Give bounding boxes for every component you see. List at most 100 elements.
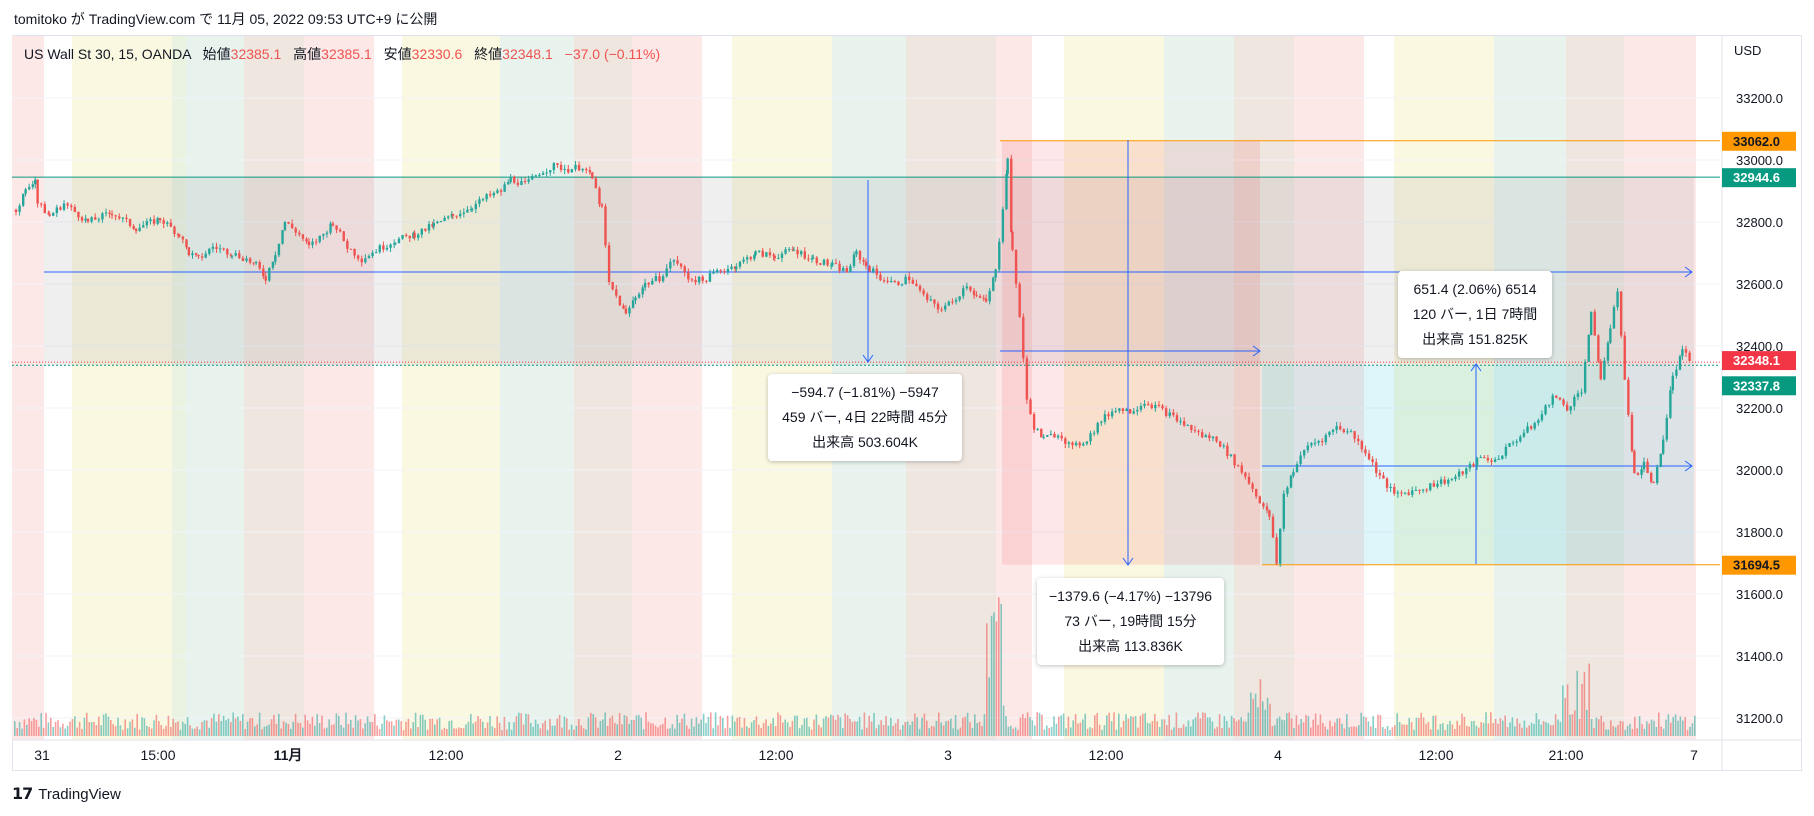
volume-bar: [662, 723, 664, 736]
volume-bar: [606, 725, 609, 736]
candle-body: [1375, 462, 1378, 473]
volume-bar: [669, 728, 671, 736]
volume-bar: [21, 728, 23, 736]
volume-bar: [1437, 729, 1439, 736]
candle-body: [1669, 390, 1672, 418]
volume-bar: [143, 718, 146, 736]
volume-bar: [1665, 719, 1667, 736]
volume-bar: [386, 720, 388, 736]
volume-bar: [174, 722, 177, 736]
volume-bar: [1636, 728, 1638, 736]
volume-bar: [940, 722, 942, 736]
candle-body: [654, 276, 658, 281]
volume-bar: [1446, 724, 1449, 736]
candle-body: [1150, 404, 1153, 409]
arrow-v-3-head: [1470, 363, 1482, 372]
candle-body: [1074, 442, 1078, 446]
volume-bar: [398, 719, 400, 736]
candle-body: [1071, 442, 1074, 446]
volume-bar: [890, 717, 892, 736]
volume-bar: [628, 723, 630, 736]
measurement-1-change: −594.7 (−1.81%) −5947: [791, 384, 939, 400]
candle-body: [1046, 435, 1049, 437]
volume-bar: [789, 726, 791, 736]
volume-bar: [930, 725, 933, 736]
symbol-name[interactable]: US Wall St 30, 15, OANDA: [24, 46, 191, 62]
measurement-box-3[interactable]: 651.4 (2.06%) 6514 120 バー, 1日 7時間 出来高 15…: [1398, 271, 1552, 358]
volume-bar: [1012, 728, 1014, 736]
candle-body: [1085, 441, 1089, 444]
volume-bar: [1631, 728, 1634, 736]
volume-bar: [861, 729, 863, 736]
volume-bar: [904, 722, 906, 736]
volume-bar: [35, 719, 38, 736]
volume-bar: [1091, 728, 1094, 736]
volume-bar: [316, 714, 318, 736]
volume-bar: [410, 728, 412, 736]
volume-bar: [714, 712, 717, 736]
volume-bar: [150, 728, 153, 736]
volume-bar: [753, 720, 755, 736]
candle-body: [489, 194, 492, 196]
volume-bar: [1593, 728, 1595, 736]
volume-bar: [422, 714, 424, 736]
volume-bar: [897, 718, 899, 736]
candle-body: [1526, 426, 1529, 433]
volume-bar: [1204, 712, 1206, 736]
volume-bar: [1576, 670, 1578, 736]
candle-body: [637, 294, 641, 298]
volume-bar: [1130, 716, 1132, 736]
volume-bar: [1043, 729, 1046, 736]
candle-body: [492, 192, 496, 196]
candle-body: [1646, 461, 1649, 473]
candle-body: [1146, 403, 1150, 405]
volume-bar: [546, 729, 549, 736]
candle-body: [1103, 414, 1107, 422]
volume-bar: [1348, 727, 1350, 736]
volume-bar: [491, 726, 494, 736]
measurement-box-2[interactable]: −1379.6 (−4.17%) −13796 73 バー, 19時間 15分 …: [1037, 578, 1224, 665]
volume-bar: [1142, 713, 1144, 736]
candle-body: [187, 247, 191, 256]
candle-body: [1295, 464, 1299, 473]
volume-bar: [1499, 717, 1502, 736]
currency-label: USD: [1734, 43, 1761, 58]
volume-bar: [616, 724, 618, 736]
candle-body: [142, 225, 145, 228]
volume-bar: [777, 712, 779, 736]
measurement-box-1[interactable]: −594.7 (−1.81%) −5947 459 バー, 4日 22時間 45…: [768, 374, 962, 461]
volume-bar: [1022, 714, 1024, 736]
candle-body: [1342, 429, 1346, 433]
candle-body: [715, 270, 719, 273]
volume-bar: [496, 716, 498, 736]
volume-bar: [1562, 685, 1564, 736]
session-band-2: [172, 36, 186, 740]
volume-bar: [47, 722, 50, 736]
session-band-6: [402, 36, 500, 740]
candle-body: [1247, 476, 1251, 484]
candle-body: [1436, 483, 1439, 487]
candle-body: [1630, 414, 1634, 451]
volume-bar: [378, 729, 381, 736]
volume-bar: [431, 718, 434, 736]
volume-bar: [1434, 715, 1437, 736]
candle-body: [509, 176, 512, 183]
volume-bar: [993, 612, 995, 736]
candle-body: [787, 249, 791, 251]
volume-bar: [654, 725, 657, 736]
candle-body: [394, 243, 397, 245]
session-band-1: [72, 36, 172, 740]
volume-bar: [273, 715, 275, 736]
volume-bar: [1432, 715, 1434, 736]
volume-bar: [657, 727, 659, 736]
tradingview-logo[interactable]: 𝟭𝟳 TradingView: [12, 784, 121, 804]
candle-body: [86, 218, 90, 222]
candle-body: [926, 294, 929, 301]
session-band-16: [1234, 36, 1294, 740]
candle-body: [158, 218, 162, 221]
candle-body: [1186, 424, 1189, 426]
candle-body: [1501, 455, 1504, 459]
volume-bar: [1458, 725, 1461, 736]
volume-bar: [998, 597, 1000, 736]
